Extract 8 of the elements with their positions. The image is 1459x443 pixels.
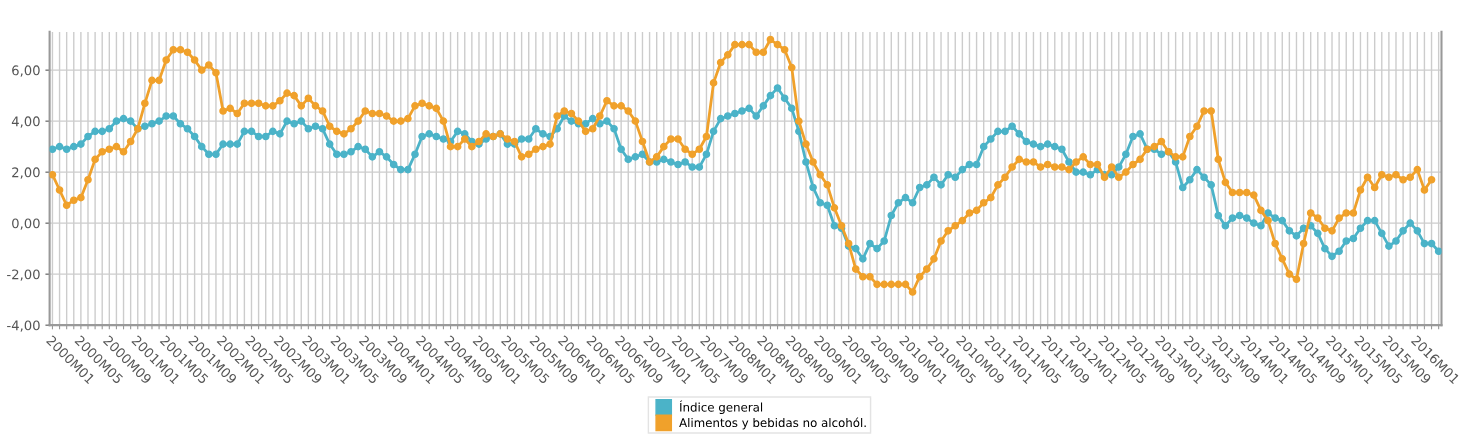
y-tick-label: -2,00	[7, 269, 40, 281]
legend-label: Índice general	[679, 400, 763, 414]
y-tick-label: 6,00	[12, 65, 40, 77]
y-tick-label: 4,00	[11, 116, 40, 128]
y-tick-label: 0,00	[12, 218, 40, 230]
legend-label: Alimentos y bebidas no alcohól.	[679, 417, 866, 430]
y-tick-label: 2,00	[12, 167, 40, 179]
y-tick-label: -4,00	[7, 320, 40, 332]
